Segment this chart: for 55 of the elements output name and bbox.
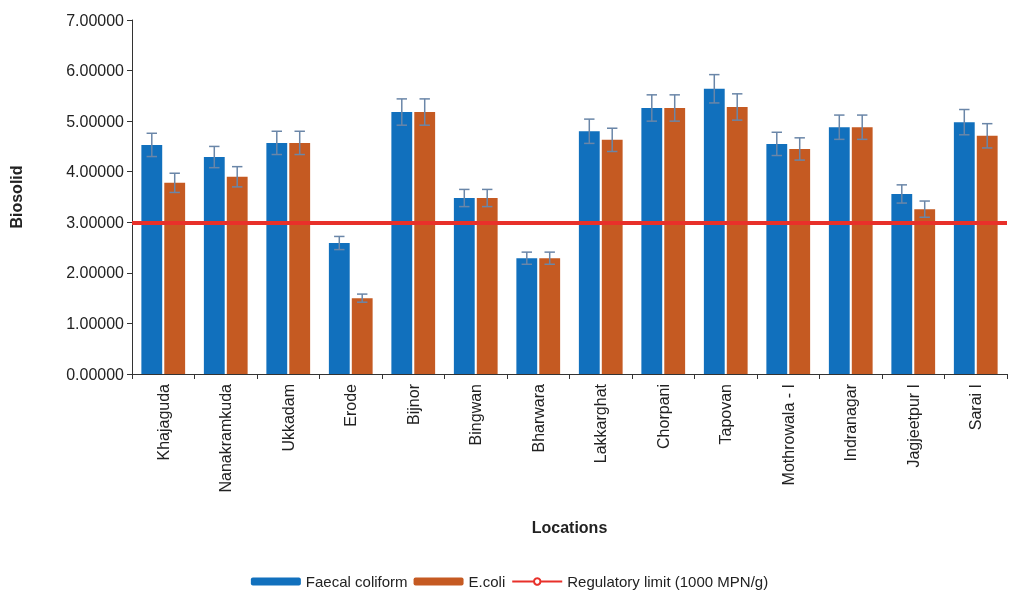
x-tick-label: Bijnor bbox=[404, 383, 422, 425]
bar bbox=[516, 258, 538, 374]
y-tick-label: 3.00000 bbox=[66, 213, 125, 231]
x-tick-label: Lakkarghat bbox=[592, 383, 610, 464]
y-tick-label: 7.00000 bbox=[66, 11, 125, 29]
x-tick-label: Jagjeetpur I bbox=[904, 384, 922, 468]
bar bbox=[578, 131, 600, 374]
x-tick-label: Nanakramkuda bbox=[217, 383, 235, 493]
bar bbox=[164, 182, 186, 374]
bar bbox=[641, 107, 663, 374]
x-tick-label: Chorpani bbox=[654, 384, 672, 449]
bar bbox=[391, 112, 413, 374]
x-tick-label: Indranagar bbox=[842, 383, 860, 462]
x-tick-label: Bingwan bbox=[467, 384, 485, 446]
bar bbox=[289, 142, 311, 374]
x-tick-label: Sarai I bbox=[967, 384, 985, 431]
bar bbox=[414, 112, 436, 374]
y-tick-label: 5.00000 bbox=[66, 112, 125, 130]
bar bbox=[226, 176, 248, 374]
y-tick-label: 4.00000 bbox=[66, 163, 125, 181]
bar bbox=[891, 193, 913, 374]
bar bbox=[828, 127, 850, 374]
legend-label: Regulatory limit (1000 MPN/g) bbox=[567, 573, 769, 590]
bar bbox=[664, 107, 686, 374]
bar bbox=[351, 298, 373, 374]
x-tick-label: Erode bbox=[342, 383, 360, 427]
x-axis-title: Locations bbox=[531, 518, 608, 536]
bar bbox=[453, 198, 475, 374]
bar bbox=[953, 122, 975, 374]
y-tick-label: 0.00000 bbox=[66, 365, 125, 383]
x-tick-label: Ukkadam bbox=[279, 384, 297, 452]
bar bbox=[141, 144, 163, 374]
bar bbox=[789, 148, 811, 374]
bar bbox=[476, 198, 498, 374]
x-tick-label: Bharwara bbox=[529, 383, 547, 453]
x-tick-label: Khajaguda bbox=[154, 383, 172, 461]
y-tick-label: 6.00000 bbox=[66, 62, 125, 80]
y-tick-label: 2.00000 bbox=[66, 264, 125, 282]
legend-label: E.coli bbox=[468, 573, 506, 590]
bar bbox=[914, 209, 936, 374]
bar bbox=[328, 243, 350, 374]
bar bbox=[601, 139, 623, 374]
x-tick-label: Tapovan bbox=[717, 384, 735, 445]
bar bbox=[851, 127, 873, 374]
y-tick-label: 1.00000 bbox=[66, 314, 125, 332]
bar bbox=[203, 157, 225, 374]
y-axis-title: Biosolid bbox=[7, 165, 25, 229]
bar bbox=[539, 258, 561, 374]
bar bbox=[976, 135, 998, 374]
x-tick-label: Mothrowala - I bbox=[779, 384, 797, 486]
bar bbox=[726, 106, 748, 374]
bar bbox=[266, 142, 288, 374]
legend-label: Faecal coliform bbox=[305, 573, 408, 590]
bar bbox=[766, 143, 788, 374]
bar bbox=[703, 88, 725, 374]
